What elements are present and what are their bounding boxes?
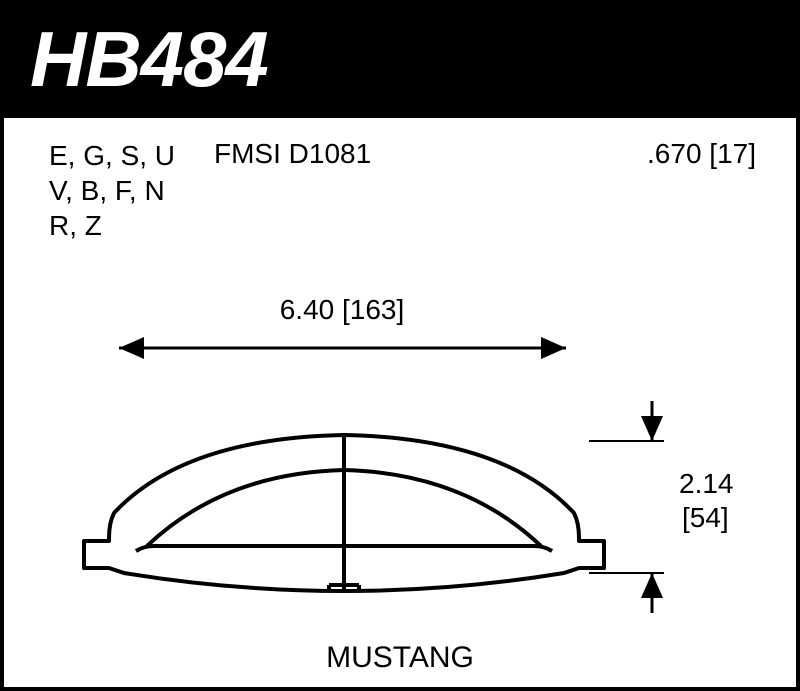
info-row: E, G, S, U V, B, F, N R, Z FMSI D1081 .6… (4, 118, 796, 243)
fmsi-code: FMSI D1081 (214, 138, 647, 243)
brake-pad-outline (84, 435, 604, 591)
width-dimension: 6.40 [163] (119, 294, 566, 359)
brake-pad-diagram: 6.40 [163] 2.14 (4, 273, 796, 683)
header-bar: HB484 (0, 0, 800, 118)
content-frame: E, G, S, U V, B, F, N R, Z FMSI D1081 .6… (0, 118, 800, 691)
width-label: 6.40 [163] (280, 294, 405, 325)
part-number: HB484 (30, 14, 268, 105)
vehicle-label: MUSTANG (4, 641, 796, 675)
thickness-value: .670 [17] (647, 138, 766, 243)
height-label-2: [54] (682, 502, 729, 533)
compound-codes: E, G, S, U V, B, F, N R, Z (49, 138, 214, 243)
height-dimension: 2.14 [54] (589, 401, 734, 613)
height-label-1: 2.14 (679, 468, 734, 499)
